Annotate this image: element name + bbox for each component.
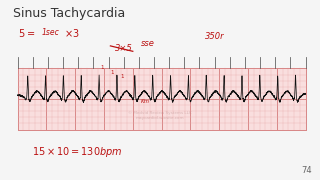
Text: $\times 3$: $\times 3$	[64, 27, 80, 39]
Text: 1sec: 1sec	[42, 28, 60, 37]
Text: $5=$: $5=$	[18, 27, 35, 39]
Text: 1: 1	[110, 69, 114, 75]
Text: 1: 1	[101, 65, 104, 70]
Text: 3×5: 3×5	[115, 44, 133, 53]
Text: Sinus Tachycardia: Sinus Tachycardia	[13, 7, 125, 20]
Text: Km: Km	[141, 99, 150, 104]
Text: $15\times 10 = 130bpm$: $15\times 10 = 130bpm$	[32, 145, 123, 159]
Text: sse: sse	[141, 39, 155, 48]
Text: 350r: 350r	[205, 31, 224, 40]
Bar	[18, 68, 306, 130]
Text: 74: 74	[301, 166, 312, 175]
Text: © Medvid Review Systems LLC
maycardiol.wixsite.com: © Medvid Review Systems LLC maycardiol.w…	[128, 111, 192, 120]
Text: 1: 1	[120, 74, 123, 79]
